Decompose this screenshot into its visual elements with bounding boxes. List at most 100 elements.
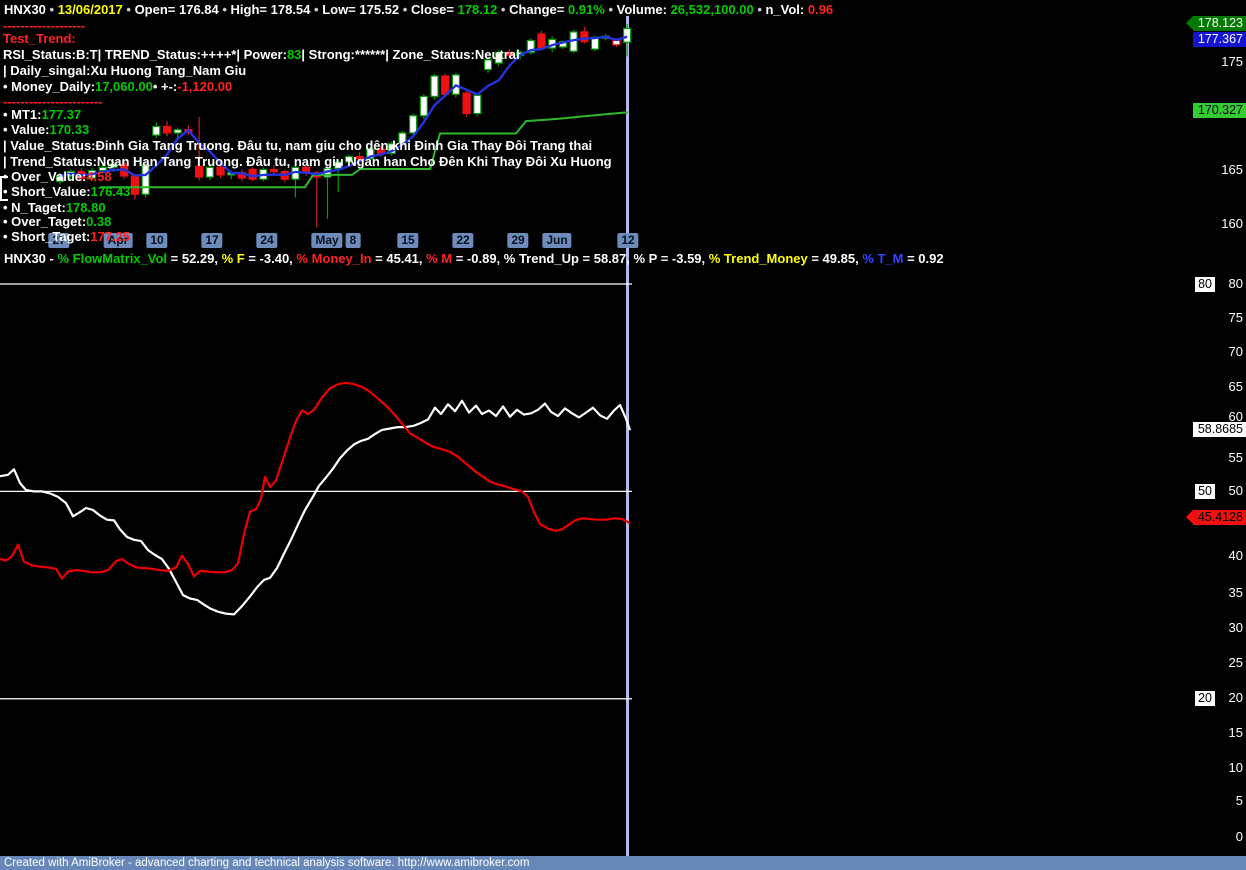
title-segment: Change= xyxy=(509,2,568,17)
indicator-title-segment: = 49.85, xyxy=(807,251,863,266)
axis-tick-label: 20 xyxy=(1228,690,1243,705)
date-axis[interactable]: 27 Apr 10 17 24 May 8 15 22 29 Jun 12 xyxy=(0,233,1185,248)
overlay-line-test-trend: Test_Trend: xyxy=(3,31,76,46)
indicator-title-segment: % Money_In xyxy=(296,251,372,266)
title-segment: High= 178.54 xyxy=(230,2,311,17)
candle-body xyxy=(344,156,353,163)
date-tick-29: 29 xyxy=(507,233,529,248)
title-segment: 178.12 xyxy=(457,2,498,17)
indicator-pane-chart[interactable] xyxy=(0,268,1185,850)
overlay-line-daily-singal: | Daily_singal:Xu Huong Tang_Nam Giu xyxy=(3,63,246,78)
axis-value-text: 170.327 xyxy=(1193,102,1246,118)
axis-tick-label: 80 xyxy=(1228,276,1243,291)
overlay-line-value: • Value:170.33 xyxy=(3,122,89,137)
candle-body xyxy=(494,51,503,64)
axis-tick-label: 50 xyxy=(1228,483,1243,498)
indicator-series-money-in xyxy=(0,381,631,580)
overlay-segment: | Value_Status:Đinh Gia Tang Truong. Đâu… xyxy=(3,138,593,153)
range-start-bracket-marker xyxy=(0,176,8,201)
candle-body xyxy=(55,175,65,182)
crosshair-cursor-line xyxy=(626,16,629,856)
overlay-segment: 170.33 xyxy=(49,122,90,137)
overlay-segment: Test_Trend: xyxy=(3,31,76,46)
candle-body xyxy=(152,125,161,136)
overlay-line-over-taget: • Over_Taget:0.38 xyxy=(3,214,111,229)
axis-level-box: 50 xyxy=(1195,483,1215,499)
axis-tick-label: 75 xyxy=(1228,310,1243,325)
title-segment: Open= 176.84 xyxy=(134,2,219,17)
overlay-segment: 4.58 xyxy=(86,169,112,184)
indicator-title-segment: = 45.41, xyxy=(371,251,427,266)
title-segment: Close= xyxy=(410,2,458,17)
status-bar: Created with AmiBroker - advanced charti… xyxy=(0,856,1246,870)
candle-body xyxy=(141,164,150,195)
axis-tick-label: 10 xyxy=(1228,760,1243,775)
candle-body xyxy=(430,75,439,97)
axis-tick-label: 160 xyxy=(1221,216,1243,231)
axis-level-box: 20 xyxy=(1195,690,1215,706)
axis-tick-label: 70 xyxy=(1228,344,1243,359)
indicator-title-segment: = 52.29, xyxy=(167,251,222,266)
overlay-segment: ----------------------- xyxy=(3,94,103,109)
candle-body xyxy=(195,165,204,178)
axis-tick-label: 55 xyxy=(1228,450,1243,465)
axis-tick-label: 165 xyxy=(1221,162,1243,177)
overlay-segment: • MT1: xyxy=(3,107,42,122)
title-segment: Volume: xyxy=(616,2,671,17)
title-segment: • xyxy=(310,2,323,17)
overlay-line-mt1: • MT1:177.37 xyxy=(3,107,81,122)
date-tick-Jun: Jun xyxy=(542,233,572,248)
overlay-segment: | Strong:******| Zone_Status:Neutral xyxy=(301,47,520,62)
overlay-line-value-status: | Value_Status:Đinh Gia Tang Truong. Đâu… xyxy=(3,138,592,153)
candle-body xyxy=(409,115,418,134)
overlay-line-money-daily: • Money_Daily:17,060.00• +-:-1,120.00 xyxy=(3,79,232,94)
title-segment: • xyxy=(218,2,231,17)
candle-body xyxy=(505,51,514,57)
candle-body xyxy=(483,59,493,71)
price-axis[interactable]: 175 165 160 80 75 70 65 60 55 50 40 35 30 25 20 15 10 5 0 8… xyxy=(1184,0,1246,856)
date-tick-15: 15 xyxy=(397,233,419,248)
date-tick-12: 12 xyxy=(617,233,639,248)
indicator-title-segment: % FlowMatrix_Vol xyxy=(57,251,168,266)
axis-value-box: 177.367 xyxy=(1193,31,1246,47)
overlay-segment: • +-: xyxy=(152,79,178,94)
date-tick-22: 22 xyxy=(452,233,474,248)
candle-body xyxy=(98,166,107,172)
axis-value-box: 170.327 xyxy=(1193,102,1246,118)
date-tick-10: 10 xyxy=(146,233,168,248)
overlay-segment: RSI_Status:B:T| TREND_Status:++++*| Powe… xyxy=(3,47,287,62)
title-segment: • xyxy=(497,2,510,17)
title-segment: n_Vol: xyxy=(765,2,808,17)
axis-tick-label: 60 xyxy=(1228,409,1243,424)
title-segment: 13/06/2017 xyxy=(57,2,123,17)
axis-tick-label: 65 xyxy=(1228,379,1243,394)
axis-tick-label: 40 xyxy=(1228,548,1243,563)
overlay-segment: -1,120.00 xyxy=(177,79,233,94)
overlay-segment: • Over_Value: xyxy=(3,169,87,184)
date-tick-27: 27 xyxy=(48,233,70,248)
axis-value-text: 178.123 xyxy=(1193,15,1246,31)
axis-tick-label: 25 xyxy=(1228,655,1243,670)
candle-body xyxy=(162,125,172,134)
title-segment: 0.96 xyxy=(807,2,834,17)
overlay-line-short-value: • Short_Value:176.43 xyxy=(3,184,130,199)
title-segment: • xyxy=(399,2,411,17)
axis-value-text: 177.367 xyxy=(1193,31,1246,47)
overlay-segment: ------------------- xyxy=(3,18,86,33)
axis-tick-label: 30 xyxy=(1228,620,1243,635)
price-pane-chart[interactable] xyxy=(0,0,1185,250)
indicator-title-segment: % T_M xyxy=(862,251,904,266)
candle-body xyxy=(537,33,546,49)
overlay-segment: 17,060.00 xyxy=(94,79,153,94)
overlay-segment: 177.37 xyxy=(41,107,82,122)
date-tick-24: 24 xyxy=(256,233,278,248)
overlay-segment: • Short_Value: xyxy=(3,184,91,199)
candle-body xyxy=(419,95,428,117)
overlay-segment: • Over_Taget: xyxy=(3,214,87,229)
overlay-segment: 177.25 xyxy=(90,229,131,244)
overlay-line-dashes-mid: ----------------------- xyxy=(3,94,103,109)
candle-body xyxy=(366,148,375,160)
date-tick-Apr: Apr xyxy=(103,233,133,248)
overlay-segment: | Daily_singal:Xu Huong Tang_Nam Giu xyxy=(3,63,247,78)
